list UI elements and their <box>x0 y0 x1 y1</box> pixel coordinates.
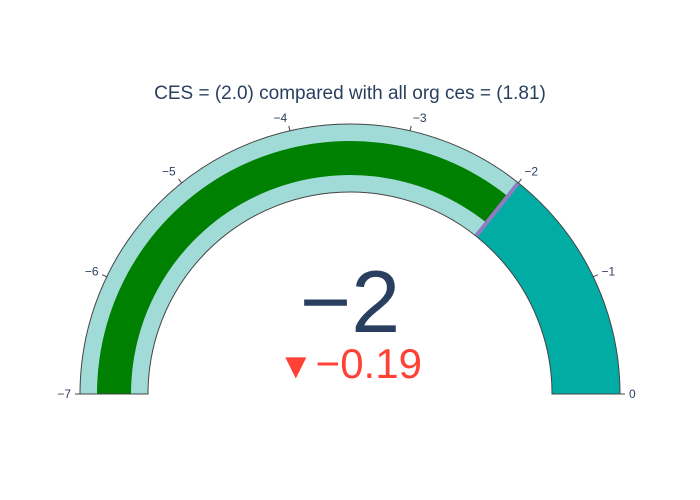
threshold-line <box>474 181 520 238</box>
tick-mark <box>102 274 107 278</box>
tick-label: −4 <box>273 111 287 125</box>
delta-value: −0.19 <box>315 340 422 387</box>
tick-label: −6 <box>85 264 99 278</box>
gauge-step-1 <box>475 182 620 394</box>
delta-indicator: ▼−0.19 <box>0 338 700 392</box>
tick-mark <box>178 178 183 184</box>
tick-mark <box>288 125 291 131</box>
gauge-value: −2 <box>299 252 401 351</box>
tick-mark <box>593 274 598 278</box>
tick-mark <box>409 125 412 131</box>
tick-label: −3 <box>413 111 427 125</box>
tick-mark <box>517 178 522 184</box>
tick-label: −1 <box>601 264 615 278</box>
down-triangle-icon: ▼ <box>278 345 314 386</box>
tick-label: 0 <box>629 387 636 401</box>
chart-title: CES = (2.0) compared with all org ces = … <box>154 83 546 104</box>
gauge-step-0 <box>80 124 519 395</box>
tick-label: −5 <box>162 165 176 179</box>
gauge-border <box>79 123 621 395</box>
tick-label: −2 <box>524 165 538 179</box>
tick-label: −7 <box>57 387 71 401</box>
gauge-bar <box>97 141 508 394</box>
